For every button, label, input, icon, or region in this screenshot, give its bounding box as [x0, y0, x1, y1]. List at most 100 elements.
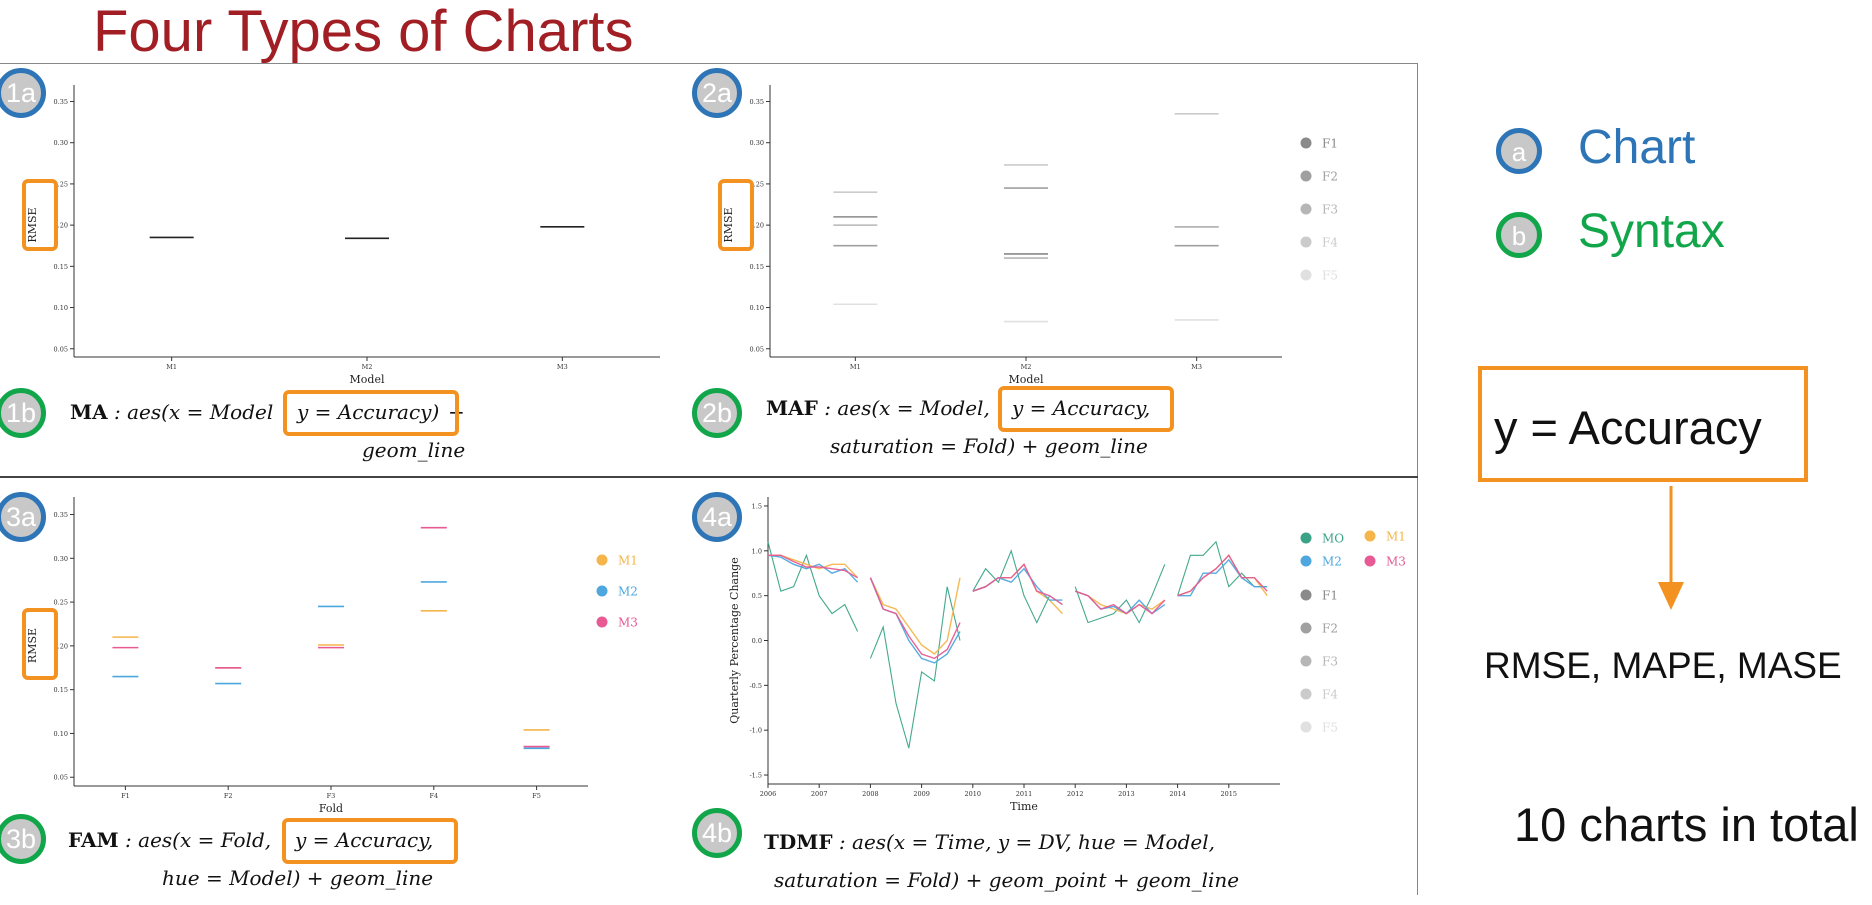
- y-tick-label: -1.5: [749, 772, 762, 780]
- legend-label-F4: F4: [1322, 236, 1338, 250]
- legend-label-F2: F2: [1322, 622, 1338, 636]
- x-tick-label: 2014: [1169, 790, 1186, 798]
- legend-label-M1: M1: [618, 554, 638, 568]
- total-text: 10 charts in total: [1514, 798, 1859, 851]
- highlight-box-ylabel-3a: [22, 608, 58, 680]
- formula-2b-line2: saturation = Fold) + geom_line: [830, 434, 1148, 458]
- x-tick-label: 2008: [862, 790, 879, 798]
- series-line-M3-19: [1177, 554, 1268, 597]
- key-syntax-label: Syntax: [1578, 205, 1725, 258]
- y-tick-label: 0.35: [54, 98, 68, 106]
- x-tick-label: M1: [850, 363, 861, 371]
- y-tick-label: 0.05: [750, 345, 764, 353]
- key-chart-label: Chart: [1578, 121, 1696, 174]
- highlight-box-accuracy-2b: [998, 386, 1174, 432]
- formula-colon: :: [832, 830, 853, 854]
- y-tick-label: 0.5: [752, 592, 762, 600]
- legend-dot-F4: [1300, 236, 1312, 248]
- y-tick-label: 0.20: [54, 642, 68, 650]
- legend-dot-F3: [1300, 655, 1312, 667]
- formula-1b-line2: geom_line: [362, 438, 466, 462]
- key-syntax-badge: b: [1496, 212, 1542, 258]
- y-tick-label: 0.25: [54, 599, 68, 607]
- accuracy-box: [1478, 366, 1808, 482]
- legend-label-F1: F1: [1322, 589, 1338, 603]
- syntax-badge-1b: 1b: [0, 388, 46, 438]
- x-tick-label: 2013: [1118, 790, 1135, 798]
- formula-2b-y: y = Accuracy,: [1012, 396, 1151, 420]
- y-tick-label: 0.35: [750, 98, 764, 106]
- series-line-M1-5: [869, 577, 961, 655]
- series-line-MO-0: [767, 541, 859, 632]
- syntax-badge-2b: 2b: [692, 388, 742, 438]
- y-tick-label: 0.30: [54, 139, 68, 147]
- highlight-box-accuracy-3b: [282, 818, 458, 864]
- legend-dot-F5: [1300, 721, 1312, 733]
- x-tick-label: F3: [327, 792, 336, 800]
- legend-label-F4: F4: [1322, 688, 1338, 702]
- legend-label-MO: MO: [1322, 532, 1344, 546]
- y-tick-label: 0.25: [750, 180, 764, 188]
- y-tick-label: 0.10: [54, 304, 68, 312]
- syntax-badge-4b: 4b: [692, 808, 742, 858]
- y-tick-label: 0.15: [54, 686, 68, 694]
- y-axis-label: RMSE: [26, 207, 39, 242]
- formula-1b-line1: MA : aes(x = Model: [70, 400, 273, 424]
- legend-dot-M2: [596, 585, 608, 597]
- legend-label-M2: M2: [618, 585, 638, 599]
- x-axis-label: Fold: [319, 802, 343, 815]
- legend-dot-M2: [1300, 555, 1312, 567]
- x-tick-label: 2009: [913, 790, 930, 798]
- x-tick-label: F2: [224, 792, 233, 800]
- x-tick-label: F1: [121, 792, 130, 800]
- legend-label-M3: M3: [618, 616, 638, 630]
- legend-dot-M3: [596, 616, 608, 628]
- y-tick-label: 0.05: [54, 345, 68, 353]
- legend-dot-F1: [1300, 589, 1312, 601]
- y-tick-label: 0.05: [54, 774, 68, 782]
- y-axis-label: RMSE: [26, 628, 39, 663]
- x-tick-label: 2006: [760, 790, 777, 798]
- x-tick-label: 2010: [965, 790, 982, 798]
- formula-2b-line1: MAF : aes(x = Model,: [766, 396, 990, 420]
- legend-label-F5: F5: [1322, 269, 1338, 283]
- x-tick-label: M1: [166, 363, 177, 371]
- x-tick-label: 2015: [1221, 790, 1238, 798]
- frame-top-border: [0, 63, 1418, 64]
- y-tick-label: 0.20: [750, 222, 764, 230]
- chart-badge-1a: 1a: [0, 68, 46, 118]
- legend-label-F2: F2: [1322, 170, 1338, 184]
- x-tick-label: 2012: [1067, 790, 1084, 798]
- formula-1b-y: y = Accuracy): [297, 400, 440, 424]
- formula-var: Model: [209, 400, 274, 424]
- legend-dot-M1: [1364, 530, 1376, 542]
- formula-var: Fold,: [220, 828, 272, 852]
- y-tick-label: 0.20: [54, 222, 68, 230]
- series-line-MO-8: [972, 549, 1063, 624]
- y-tick-label: 0.10: [750, 304, 764, 312]
- y-tick-label: 0.25: [54, 180, 68, 188]
- key-chart-badge: a: [1496, 128, 1542, 174]
- legend-label-F3: F3: [1322, 655, 1338, 669]
- formula-3b-line1: FAM : aes(x = Fold,: [68, 828, 271, 852]
- arrow-down-icon: [1658, 486, 1684, 610]
- formula-pre: aes(x = Time, y = DV, hue = Model,: [852, 830, 1215, 854]
- highlight-box-ylabel-2a: [718, 179, 754, 251]
- formula-3b-y: y = Accuracy,: [295, 828, 434, 852]
- series-line-M2-2: [767, 554, 859, 583]
- legend-dot-F2: [1300, 622, 1312, 634]
- x-tick-label: M3: [557, 363, 568, 371]
- legend-dot-F1: [1300, 137, 1312, 149]
- legend-dot-M3: [1364, 555, 1376, 567]
- formula-4b-line2: saturation = Fold) + geom_point + geom_l…: [774, 868, 1240, 892]
- chart-1a: 0.05 0.10 0.15 0.20 0.25 0.30 0.35 M1 M2 M3 Model R…: [26, 85, 660, 386]
- frame-right-border: [1417, 63, 1418, 895]
- formula-colon: :: [118, 828, 139, 852]
- y-axis-label: RMSE: [722, 207, 735, 242]
- series-line-M3-11: [972, 563, 1063, 606]
- legend-label-F5: F5: [1322, 721, 1338, 735]
- accuracy-text: y = Accuracy: [1494, 401, 1762, 454]
- formula-4b-line1: TDMF : aes(x = Time, y = DV, hue = Model…: [764, 830, 1215, 854]
- y-tick-label: -0.5: [749, 682, 762, 690]
- x-axis-label: Model: [1009, 373, 1044, 386]
